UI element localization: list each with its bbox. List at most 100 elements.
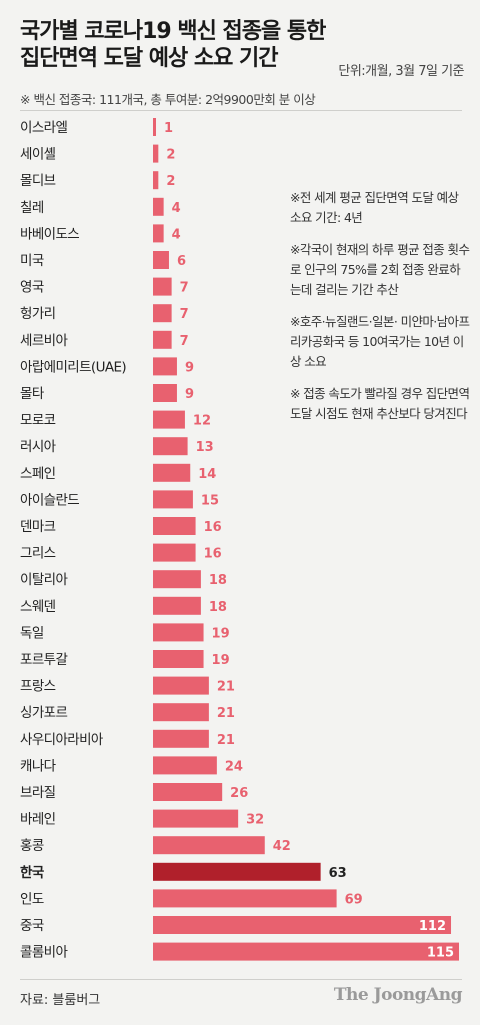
value-label: 115 (427, 946, 454, 961)
bar (153, 596, 201, 615)
bar (153, 543, 196, 562)
value-label: 1 (164, 121, 173, 136)
category-label: 러시아 (20, 439, 57, 455)
bar (153, 703, 209, 722)
value-label: 32 (246, 813, 264, 828)
category-label: 포르투갈 (20, 652, 67, 668)
title-line-2: 집단면역 도달 예상 소요 기간 (20, 46, 279, 71)
category-label: 브라질 (20, 785, 56, 801)
vaccine-note: ※ 백신 접종국: 111개국, 총 투여분: 2억9900만회 분 이상 (20, 92, 316, 107)
value-label: 12 (193, 414, 211, 429)
bar (153, 330, 172, 349)
value-label: 2 (166, 148, 175, 163)
category-label: 독일 (20, 625, 44, 641)
value-label: 13 (196, 440, 214, 455)
bar (153, 197, 164, 216)
value-label: 15 (201, 493, 219, 508)
category-label: 영국 (20, 280, 44, 296)
chart-title: 국가별 코로나19 백신 접종을 통한 집단면역 도달 예상 소요 기간 (20, 18, 326, 72)
value-label: 18 (209, 600, 227, 615)
category-label: 헝가리 (20, 306, 55, 322)
category-label: 그리스 (20, 546, 56, 562)
bar (153, 304, 172, 323)
bar (153, 676, 209, 695)
value-label: 7 (180, 334, 189, 349)
category-label: 사우디아라비아 (20, 732, 104, 748)
category-label: 세이셸 (20, 147, 56, 163)
side-note-4: ※ 접종 속도가 빨라질 경우 집단면역 도달 시점도 현재 추산보다 당겨진다 (290, 386, 470, 421)
value-label: 7 (180, 281, 189, 296)
category-label: 이탈리아 (20, 572, 68, 588)
value-label: 19 (212, 653, 230, 668)
bar (153, 251, 169, 269)
bar (153, 650, 204, 668)
value-label: 6 (177, 254, 186, 269)
side-note-2: ※각국이 현재의 하루 평균 접종 횟수로 인구의 75%를 2회 접종 완료하… (290, 242, 470, 297)
value-label: 9 (185, 360, 194, 375)
category-label: 스웨덴 (20, 599, 56, 615)
bar (153, 942, 459, 961)
brand-logo: The JoongAng (333, 985, 463, 1005)
value-label: 9 (185, 387, 194, 402)
bar (153, 144, 159, 163)
unit-label: 단위:개월, 3월 7일 기준 (338, 64, 464, 79)
bottom-divider (20, 979, 462, 980)
title-line-1: 국가별 코로나19 백신 접종을 통한 (20, 19, 326, 44)
category-label: 몰디브 (20, 173, 56, 189)
bar (153, 623, 204, 642)
category-label: 덴마크 (20, 519, 56, 535)
value-label: 21 (217, 680, 235, 695)
bar (153, 889, 337, 908)
category-label: 미국 (20, 253, 44, 269)
category-label: 바베이도스 (20, 226, 79, 242)
value-label: 4 (172, 227, 181, 242)
value-label: 19 (212, 626, 230, 641)
value-label: 24 (225, 759, 243, 774)
category-label: 모로코 (20, 413, 56, 429)
category-label: 캐나다 (20, 758, 57, 774)
category-label: 콜롬비아 (20, 945, 68, 961)
value-label: 4 (172, 201, 181, 216)
value-label: 42 (273, 839, 291, 854)
category-label: 세르비아 (20, 333, 68, 349)
value-label: 26 (230, 786, 248, 801)
value-label: 7 (180, 307, 189, 322)
bar (153, 384, 177, 402)
bar (153, 570, 201, 589)
category-label: 이스라엘 (20, 120, 67, 136)
category-label: 아이슬란드 (20, 492, 79, 508)
value-label: 16 (204, 520, 222, 535)
value-label: 112 (419, 919, 446, 934)
bar (153, 836, 265, 855)
value-label: 21 (217, 733, 235, 748)
bar (153, 277, 172, 296)
bar (153, 517, 196, 535)
category-label: 바레인 (20, 812, 56, 828)
value-label: 69 (345, 892, 363, 907)
source-credit: 자료: 블룸버그 (20, 993, 101, 1008)
bar (153, 916, 452, 934)
value-label: 18 (209, 573, 227, 588)
value-label: 2 (166, 174, 175, 189)
bar (153, 862, 321, 881)
value-label: 16 (204, 547, 222, 562)
side-notes: ※전 세계 평균 집단면역 도달 예상 소요 기간: 4년 ※각국이 현재의 하… (290, 188, 470, 436)
bar-chart: 이스라엘 1 세이셸 2 몰디브 2 칠레 4 바베이도스 4 미국 6 영국 7 헝가리 7 세르비아 7 아랍에… (20, 118, 459, 961)
bar (153, 756, 217, 775)
side-note-1: ※전 세계 평균 집단면역 도달 예상 소요 기간: 4년 (290, 190, 459, 225)
category-label: 칠레 (20, 200, 44, 216)
category-label: 싱가포르 (20, 705, 67, 721)
bar (153, 224, 164, 243)
category-label: 몰타 (20, 386, 45, 402)
category-label: 한국 (20, 865, 45, 881)
category-label: 스페인 (20, 466, 56, 482)
bar (153, 437, 188, 456)
bar (153, 118, 156, 136)
bar (153, 171, 159, 190)
value-label: 21 (217, 706, 235, 721)
value-label: 14 (198, 467, 216, 482)
bar (153, 463, 191, 482)
category-label: 홍콩 (20, 838, 44, 854)
top-divider (20, 110, 462, 111)
side-note-3: ※호주·뉴질랜드·일본· 미얀마·남아프리카공화국 등 10여국가는 10년 이… (290, 314, 470, 369)
